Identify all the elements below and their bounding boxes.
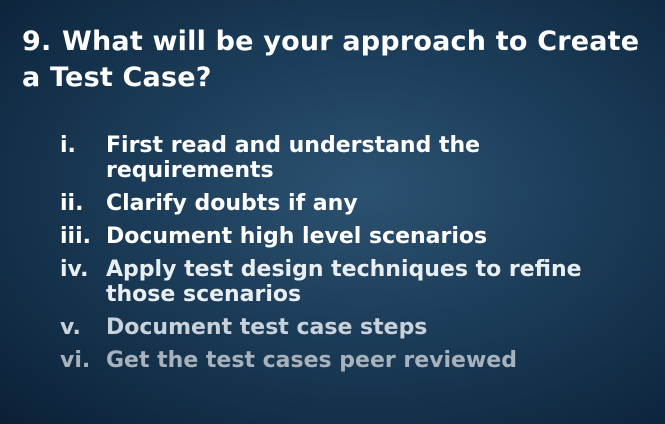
list-item-text: Document high level scenarios <box>106 224 488 249</box>
list-item: iv. Apply test design techniques to refi… <box>60 257 650 307</box>
list-item-marker: ii. <box>60 191 84 216</box>
list-item-marker: v. <box>60 315 81 340</box>
approach-steps-list: i. First read and understand the require… <box>60 133 650 381</box>
list-item: i. First read and understand the require… <box>60 133 650 183</box>
list-item-marker: vi. <box>60 348 91 373</box>
slide-title: 9. What will be your approach to Create a… <box>22 24 642 96</box>
list-item-marker: iv. <box>60 257 89 282</box>
list-item-marker: iii. <box>60 224 91 249</box>
question-text: What will be your approach to Create a T… <box>22 26 640 93</box>
list-item-marker: i. <box>60 133 76 158</box>
list-item-text: First read and understand the requiremen… <box>106 133 481 183</box>
list-item-text: Document test case steps <box>106 315 428 340</box>
question-number: 9. <box>22 26 52 57</box>
list-item-text: Get the test cases peer reviewed <box>106 348 517 373</box>
list-item: v. Document test case steps <box>60 315 650 340</box>
list-item: vi. Get the test cases peer reviewed <box>60 348 650 373</box>
list-item: ii. Clarify doubts if any <box>60 191 650 216</box>
list-item-text: Clarify doubts if any <box>106 191 358 216</box>
list-item: iii. Document high level scenarios <box>60 224 650 249</box>
list-item-text: Apply test design techniques to refine t… <box>106 257 582 307</box>
